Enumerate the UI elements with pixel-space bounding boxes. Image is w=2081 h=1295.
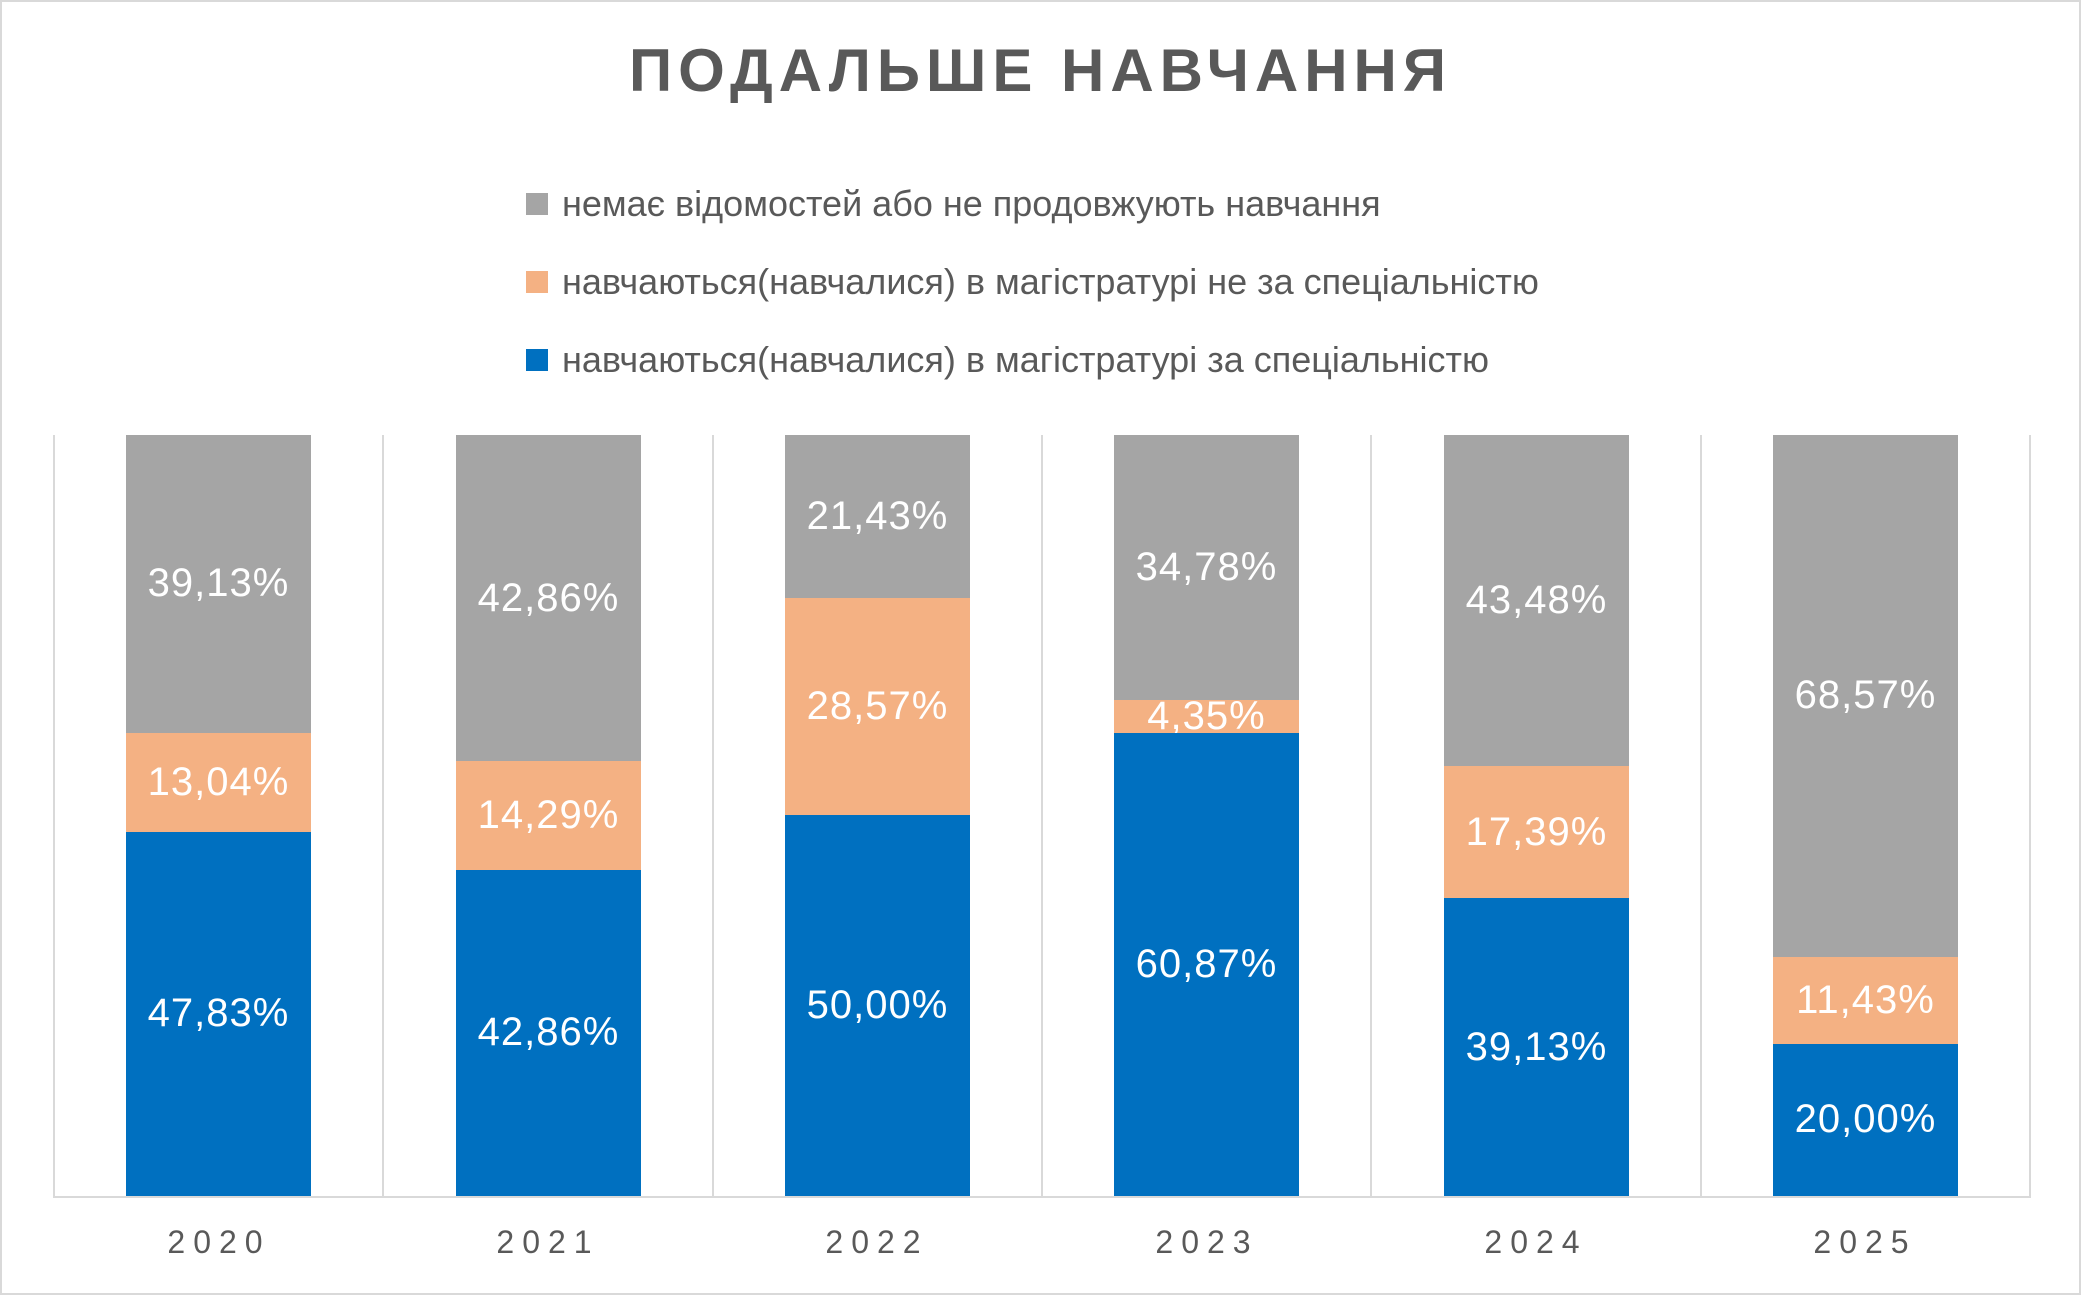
bar-segment-2025-series-1: 11,43% — [1773, 956, 1958, 1044]
plot-area: 39,13% 13,04% 47,83% 42,86% 14,29% 42,86% 21,4… — [53, 435, 2031, 1198]
data-label: 28,57% — [806, 684, 949, 729]
legend-swatch-blue-icon — [526, 349, 548, 371]
x-axis-label-2023: 2023 — [1155, 1224, 1259, 1260]
legend-item-no-info: немає відомостей або не продовжують навч… — [526, 184, 1539, 224]
bar-2025: 68,57% 11,43% 20,00% — [1773, 435, 1958, 1196]
x-axis: 2020 2021 2022 2023 2024 2025 — [54, 1224, 2030, 1270]
gridline — [1370, 435, 1372, 1198]
bar-2024: 43,48% 17,39% 39,13% — [1444, 435, 1629, 1196]
legend-label: немає відомостей або не продовжують навч… — [562, 183, 1381, 224]
x-axis-label-2024: 2024 — [1484, 1224, 1588, 1260]
bar-segment-2022-series-0: 50,00% — [785, 815, 970, 1196]
x-axis-label-2025: 2025 — [1813, 1224, 1917, 1260]
gridline — [1041, 435, 1043, 1198]
data-label: 43,48% — [1465, 577, 1608, 622]
legend-label: навчаються(навчалися) в магістратурі не … — [562, 261, 1539, 302]
x-axis-label-2022: 2022 — [825, 1224, 929, 1260]
data-label: 42,86% — [477, 575, 620, 620]
gridline — [712, 435, 714, 1198]
legend-item-masters-other-specialty: навчаються(навчалися) в магістратурі не … — [526, 262, 1539, 302]
data-label: 68,57% — [1794, 673, 1937, 718]
bar-segment-2025-series-0: 20,00% — [1773, 1043, 1958, 1196]
bar-segment-2020-series-1: 13,04% — [126, 732, 311, 832]
bar-segment-2022-series-1: 28,57% — [785, 598, 970, 816]
x-axis-label-2020: 2020 — [167, 1224, 271, 1260]
data-label: 13,04% — [147, 759, 290, 804]
gridline — [382, 435, 384, 1198]
bar-segment-2020-series-0: 47,83% — [126, 832, 311, 1196]
chart-title: ПОДАЛЬШЕ НАВЧАННЯ — [629, 37, 1452, 104]
bar-segment-2021-series-1: 14,29% — [456, 761, 641, 870]
bar-2022: 21,43% 28,57% 50,00% — [785, 435, 970, 1196]
data-label: 11,43% — [1796, 977, 1935, 1022]
gridline — [2029, 435, 2031, 1198]
x-axis-label-2021: 2021 — [496, 1224, 600, 1260]
bar-2023: 34,78% 4,35% 60,87% — [1114, 435, 1299, 1196]
bar-segment-2023-series-0: 60,87% — [1114, 732, 1299, 1196]
legend-item-masters-same-specialty: навчаються(навчалися) в магістратурі за … — [526, 340, 1539, 380]
bar-segment-2020-series-2: 39,13% — [126, 435, 311, 733]
data-label: 14,29% — [477, 793, 620, 837]
bar-segment-2024-series-1: 17,39% — [1444, 765, 1629, 899]
legend-label: навчаються(навчалися) в магістратурі за … — [562, 339, 1489, 380]
bar-2020: 39,13% 13,04% 47,83% — [126, 435, 311, 1196]
bar-segment-2024-series-0: 39,13% — [1444, 898, 1629, 1196]
data-label: 34,78% — [1135, 544, 1278, 589]
bar-segment-2021-series-2: 42,86% — [456, 435, 641, 762]
legend-swatch-orange-icon — [526, 271, 548, 293]
bar-segment-2021-series-0: 42,86% — [456, 869, 641, 1197]
bar-2021: 42,86% 14,29% 42,86% — [456, 435, 641, 1197]
legend: немає відомостей або не продовжують навч… — [526, 184, 1539, 380]
data-label: 20,00% — [1794, 1097, 1937, 1142]
x-axis-line — [54, 1196, 2030, 1198]
gridline — [53, 435, 55, 1198]
data-label: 39,13% — [1465, 1024, 1608, 1069]
data-label: 60,87% — [1135, 941, 1278, 986]
data-label: 47,83% — [147, 991, 290, 1036]
data-label: 39,13% — [147, 561, 290, 606]
bar-segment-2023-series-1: 4,35% — [1114, 694, 1299, 738]
legend-swatch-gray-icon — [526, 193, 548, 215]
data-label: 50,00% — [806, 983, 949, 1028]
data-label: 21,43% — [806, 494, 949, 539]
data-label: 4,35% — [1147, 693, 1266, 738]
gridline — [1700, 435, 1702, 1198]
bar-segment-2024-series-2: 43,48% — [1444, 435, 1629, 766]
bar-segment-2025-series-2: 68,57% — [1773, 435, 1958, 957]
bar-segment-2022-series-2: 21,43% — [785, 435, 970, 599]
bar-segment-2023-series-2: 34,78% — [1114, 435, 1299, 700]
data-label: 17,39% — [1465, 809, 1608, 854]
data-label: 42,86% — [477, 1010, 620, 1055]
